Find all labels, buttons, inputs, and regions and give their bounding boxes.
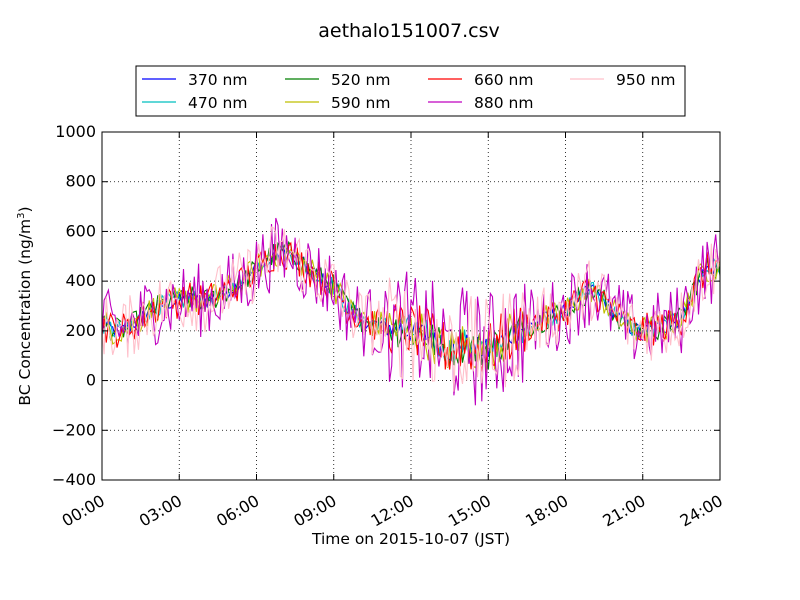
x-tick-label: 00:00 bbox=[59, 491, 108, 531]
x-tick-label: 24:00 bbox=[677, 491, 726, 531]
legend-label: 590 nm bbox=[331, 94, 390, 112]
series-group bbox=[101, 217, 721, 406]
legend-label: 370 nm bbox=[188, 71, 247, 89]
legend: 370 nm 470 nm 520 nm 590 nm 660 nm 880 nm 950 … bbox=[135, 65, 686, 117]
legend-frame bbox=[135, 65, 686, 117]
y-axis-label: BC Concentration (ng/m3) bbox=[16, 206, 34, 405]
x-tick-label: 12:00 bbox=[368, 491, 417, 531]
y-tick-label: 400 bbox=[65, 271, 96, 290]
legend-label: 660 nm bbox=[474, 71, 533, 89]
x-axis-label: Time on 2015-10-07 (JST) bbox=[311, 530, 510, 548]
y-tick-label: 200 bbox=[65, 321, 96, 340]
chart-title: aethalo151007.csv bbox=[318, 20, 500, 42]
x-tick-label: 21:00 bbox=[599, 491, 648, 531]
y-tick-label: 600 bbox=[65, 221, 96, 240]
series-line-950-nm bbox=[101, 226, 721, 392]
x-tick-label: 09:00 bbox=[290, 491, 339, 531]
legend-label: 950 nm bbox=[616, 71, 675, 89]
y-tick-label: −400 bbox=[52, 470, 96, 489]
y-tick-label: 1000 bbox=[55, 122, 96, 141]
legend-label: 470 nm bbox=[188, 94, 247, 112]
y-tick-label: 0 bbox=[86, 371, 96, 390]
series-line-880-nm bbox=[101, 217, 721, 406]
x-tick-label: 06:00 bbox=[213, 491, 262, 531]
x-tick-label: 03:00 bbox=[136, 491, 185, 531]
x-tick-label: 15:00 bbox=[445, 491, 494, 531]
y-tick-label: −200 bbox=[52, 420, 96, 439]
legend-label: 520 nm bbox=[331, 71, 390, 89]
legend-label: 880 nm bbox=[474, 94, 533, 112]
y-tick-label: 800 bbox=[65, 172, 96, 191]
x-tick-label: 18:00 bbox=[522, 491, 571, 531]
